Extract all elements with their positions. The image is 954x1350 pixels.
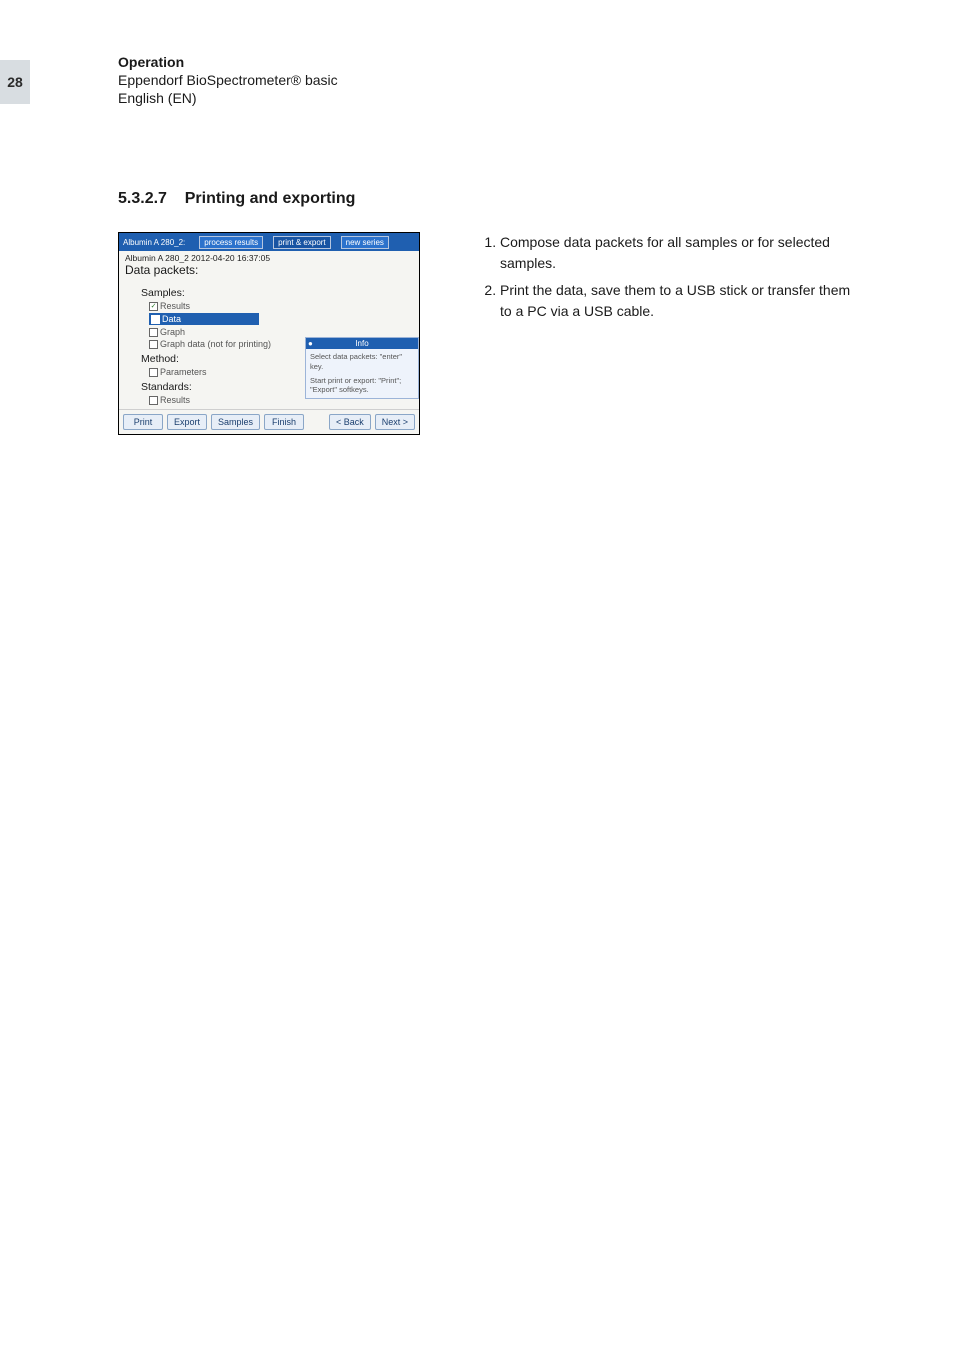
checkbox-standards-results[interactable]: Results (149, 395, 301, 405)
info-box: ● Info Select data packets: "enter" key.… (305, 337, 419, 399)
checkbox-label: Results (160, 301, 190, 311)
softkey-export[interactable]: Export (167, 414, 207, 430)
checkbox-results[interactable]: Results (149, 301, 301, 311)
checkbox-graph[interactable]: Graph (149, 327, 301, 337)
info-line-1: Select data packets: "enter" key. (310, 352, 414, 372)
softkey-next[interactable]: Next > (375, 414, 415, 430)
section-title: Printing and exporting (185, 190, 356, 207)
checkbox-label: Data (162, 314, 181, 324)
data-packets-label: Data packets: (119, 263, 419, 279)
header-title: Operation (118, 54, 338, 70)
softkey-samples[interactable]: Samples (211, 414, 260, 430)
softkey-finish[interactable]: Finish (264, 414, 304, 430)
checkbox-icon (149, 368, 158, 377)
info-title-text: Info (355, 339, 368, 348)
wizard-step-new-series[interactable]: new series (341, 236, 389, 249)
header-product: Eppendorf BioSpectrometer® basic (118, 72, 338, 88)
instruction-1: Compose data packets for all samples or … (500, 232, 858, 274)
checkbox-icon (151, 315, 160, 324)
checkbox-label: Parameters (160, 367, 207, 377)
checkbox-graph-data[interactable]: Graph data (not for printing) (149, 339, 301, 349)
checkbox-label: Graph (160, 327, 185, 337)
section-number: 5.3.2.7 (118, 190, 167, 207)
section-heading: 5.3.2.7 Printing and exporting (118, 190, 355, 208)
checkbox-label: Results (160, 395, 190, 405)
wizard-title: Albumin A 280_2: (119, 238, 189, 247)
wizard-step-process-results[interactable]: process results (199, 236, 263, 249)
checkbox-parameters[interactable]: Parameters (149, 367, 301, 377)
softkey-print[interactable]: Print (123, 414, 163, 430)
screenshot-subheader: Albumin A 280_2 2012-04-20 16:37:05 (119, 251, 419, 263)
checkbox-label: Graph data (not for printing) (160, 339, 271, 349)
page-number-tab: 28 (0, 60, 30, 104)
info-line-2: Start print or export: "Print"; "Export"… (310, 376, 414, 396)
standards-label: Standards: (141, 381, 301, 393)
instructions: Compose data packets for all samples or … (478, 232, 858, 328)
softkey-row: Print Export Samples Finish < Back Next … (119, 409, 419, 434)
checkbox-icon (149, 396, 158, 405)
info-icon: ● (308, 339, 313, 348)
header-language: English (EN) (118, 90, 338, 106)
page-number: 28 (7, 74, 23, 90)
wizard-step-print-export[interactable]: print & export (273, 236, 331, 249)
method-label: Method: (141, 353, 301, 365)
samples-label: Samples: (141, 287, 301, 299)
checkbox-icon (149, 328, 158, 337)
checkbox-data[interactable]: Data (149, 313, 259, 325)
page-header: Operation Eppendorf BioSpectrometer® bas… (118, 54, 338, 106)
checkbox-icon (149, 340, 158, 349)
info-title: ● Info (306, 338, 418, 349)
wizard-bar: Albumin A 280_2: process results print &… (119, 233, 419, 251)
checkbox-icon (149, 302, 158, 311)
softkey-back[interactable]: < Back (329, 414, 371, 430)
device-screenshot: Albumin A 280_2: process results print &… (118, 232, 420, 435)
instruction-2: Print the data, save them to a USB stick… (500, 280, 858, 322)
